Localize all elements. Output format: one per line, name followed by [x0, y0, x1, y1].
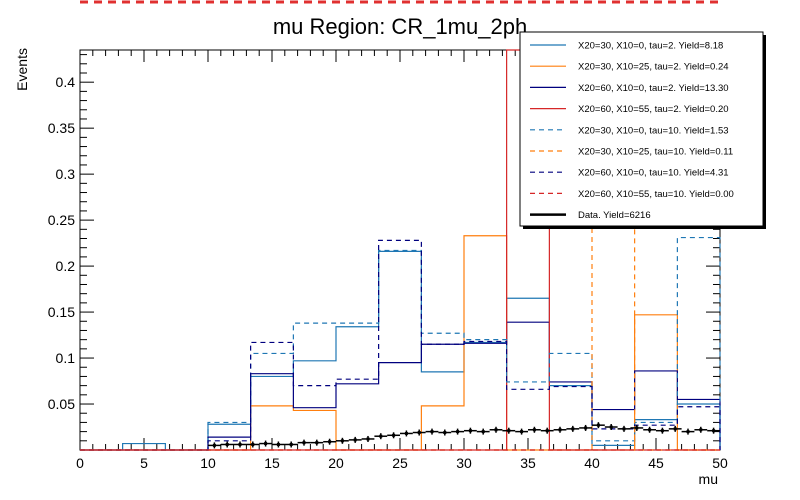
data-point	[520, 430, 524, 434]
x-tick-label: 20	[328, 455, 344, 471]
data-point	[430, 430, 434, 434]
legend-entry: X20=30, X10=25, tau=2. Yield=0.24	[578, 62, 729, 73]
x-tick-label: 45	[648, 455, 664, 471]
series-line	[80, 250, 721, 451]
data-point	[558, 428, 562, 432]
data-point	[481, 430, 485, 434]
data-point	[545, 429, 549, 433]
legend-entry: X20=30, X10=0, tau=2. Yield=8.18	[578, 41, 723, 52]
legend-entry: X20=60, X10=0, tau=2. Yield=13.30	[578, 83, 729, 94]
y-tick-label: 0.15	[48, 304, 75, 320]
chart-title: mu Region: CR_1mu_2ph	[273, 14, 527, 39]
data-point	[315, 441, 319, 445]
data-point	[379, 434, 383, 438]
data-point	[596, 423, 600, 427]
data-point	[289, 442, 293, 446]
y-tick-label: 0.3	[56, 166, 76, 182]
data-point	[699, 428, 703, 432]
legend-entry: X20=60, X10=0, tau=10. Yield=4.31	[578, 168, 729, 179]
legend: X20=30, X10=0, tau=2. Yield=8.18 X20=30, …	[519, 31, 766, 229]
y-tick-label: 0.35	[48, 120, 75, 136]
legend-entry: X20=60, X10=55, tau=10. Yield=0.00	[578, 189, 734, 200]
y-axis-label: Events	[14, 48, 30, 91]
data-point	[366, 437, 370, 441]
x-tick-label: 5	[140, 455, 148, 471]
y-tick-label: 0.25	[48, 212, 75, 228]
x-tick-label: 15	[264, 455, 280, 471]
series-line	[80, 239, 721, 451]
data-point	[532, 428, 536, 432]
x-tick-label: 0	[76, 455, 84, 471]
x-tick-label: 25	[392, 455, 408, 471]
data-point	[609, 425, 613, 429]
x-tick-label: 10	[200, 455, 216, 471]
data-point	[302, 441, 306, 445]
legend-entry: X20=30, X10=25, tau=10. Yield=0.11	[578, 147, 733, 158]
y-tick-label: 0.1	[56, 350, 76, 366]
data-point	[212, 443, 216, 447]
x-tick-label: 30	[456, 455, 472, 471]
data-point	[712, 429, 716, 433]
data-point	[443, 431, 447, 435]
data-point	[622, 427, 626, 431]
x-tick-label: 40	[584, 455, 600, 471]
x-tick-label: 35	[520, 455, 536, 471]
data-point	[507, 429, 511, 433]
data-point	[404, 431, 408, 435]
data-point	[468, 429, 472, 433]
y-tick-label: 0.2	[56, 258, 76, 274]
data-point	[264, 442, 268, 446]
data-point	[584, 426, 588, 430]
data-point	[571, 427, 575, 431]
data-point	[494, 428, 498, 432]
data-point	[686, 430, 690, 434]
x-axis-label: mu	[699, 471, 718, 487]
legend-entry: Data. Yield=6216	[578, 210, 651, 221]
data-point	[353, 438, 357, 442]
data-point	[417, 431, 421, 435]
data-point	[340, 439, 344, 443]
series-line	[80, 236, 721, 451]
legend-entry: X20=60, X10=55, tau=2. Yield=0.20	[578, 104, 729, 115]
data-point	[251, 442, 255, 446]
data-point	[648, 428, 652, 432]
legend-entry: X20=30, X10=0, tau=10. Yield=1.53	[578, 125, 729, 136]
data-point	[225, 442, 229, 446]
data-point	[238, 442, 242, 446]
y-tick-label: 0.05	[48, 396, 75, 412]
data-point	[276, 442, 280, 446]
data-points	[208, 422, 720, 449]
data-point	[456, 430, 460, 434]
data-point	[392, 433, 396, 437]
data-point	[635, 426, 639, 430]
x-tick-label: 50	[712, 455, 728, 471]
series-line	[80, 235, 720, 451]
data-point	[328, 440, 332, 444]
data-point	[660, 429, 664, 433]
y-tick-label: 0.4	[56, 74, 76, 90]
data-point	[673, 427, 677, 431]
